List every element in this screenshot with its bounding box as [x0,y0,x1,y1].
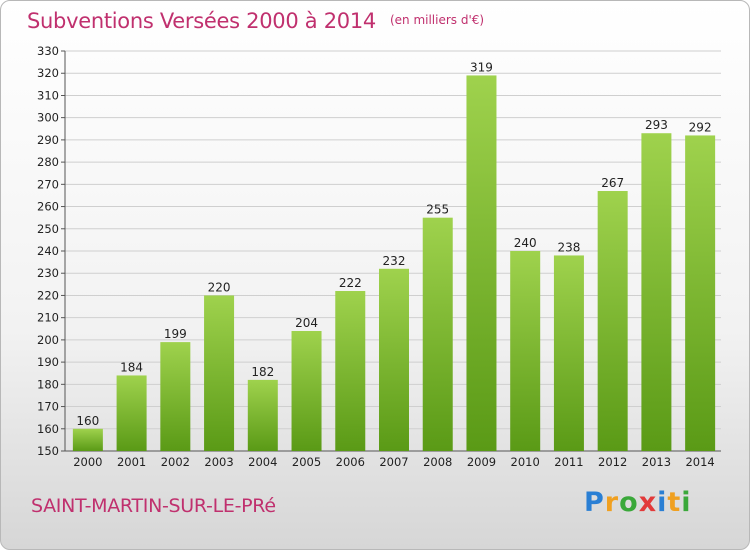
x-tick-label-2001: 2001 [117,455,146,469]
logo-letter: x [638,487,658,518]
y-tick-label: 230 [37,266,59,280]
y-tick-label: 160 [37,422,59,436]
x-tick-label-2002: 2002 [161,455,190,469]
x-tick-label-2014: 2014 [685,455,714,469]
value-label-2013: 293 [645,118,668,132]
value-label-2002: 199 [164,327,187,341]
x-tick-label-2010: 2010 [511,455,540,469]
bar-2009 [466,75,497,451]
y-tick-label: 270 [37,177,59,191]
logo-letter: t [667,487,682,518]
value-label-2003: 220 [208,280,231,294]
y-tick-label: 280 [37,155,59,169]
x-tick-labels: 2000 2001 2002 2003 2004 2005 2006 2007 2008 2009… [73,455,715,469]
logo-letter: o [619,487,639,518]
x-tick-label-2013: 2013 [642,455,671,469]
x-tick-label-2000: 2000 [73,455,102,469]
bar-2002 [160,342,191,451]
y-tick-labels: 150 160 170 180 190 200 210 220 230 240 250 260 270 2… [37,44,59,458]
value-label-2007: 232 [383,254,406,268]
value-label-2010: 240 [514,236,537,250]
x-tick-label-2007: 2007 [379,455,408,469]
value-label-2014: 292 [689,120,712,134]
bar-2005 [291,331,322,451]
bar-2014 [685,135,716,451]
value-label-2004: 182 [251,365,274,379]
y-tick-label: 330 [37,44,59,58]
value-labels: 160 184 199 220 182 204 222 232 255 319 240 238 267 2… [76,60,711,427]
value-label-2006: 222 [339,276,362,290]
y-tick-label: 300 [37,111,59,125]
y-tick-label: 290 [37,133,59,147]
x-tick-label-2011: 2011 [554,455,583,469]
value-label-2012: 267 [601,176,624,190]
y-tick-label: 150 [37,444,59,458]
chart-title: Subventions Versées 2000 à 2014 [27,9,376,33]
proxiti-logo[interactable]: Proxiti [584,487,692,518]
y-tick-label: 200 [37,333,59,347]
bar-2000 [72,428,103,451]
x-tick-label-2008: 2008 [423,455,452,469]
y-tick-label: 240 [37,244,59,258]
y-tick-label: 190 [37,355,59,369]
y-tick-label: 170 [37,400,59,414]
x-tick-label-2003: 2003 [204,455,233,469]
bar-2007 [379,268,409,451]
x-tick-label-2004: 2004 [248,455,277,469]
bar-2006 [335,291,366,451]
y-tick-label: 210 [37,311,59,325]
y-tick-label: 310 [37,88,59,102]
value-label-2008: 255 [426,203,449,217]
bar-2012 [597,191,628,451]
bars [72,75,716,451]
value-label-2005: 204 [295,316,318,330]
x-tick-label-2012: 2012 [598,455,627,469]
x-tick-label-2006: 2006 [336,455,365,469]
logo-letter: i [681,487,692,518]
logo-letter: i [657,487,668,518]
bar-2004 [247,379,278,451]
title-row: Subventions Versées 2000 à 2014 (en milli… [27,9,484,33]
value-label-2011: 238 [557,240,580,254]
bar-2003 [204,295,235,451]
bar-2008 [422,217,453,451]
y-tick-label: 320 [37,66,59,80]
value-label-2001: 184 [120,360,143,374]
logo-letter: P [584,487,605,518]
y-tick-label: 250 [37,222,59,236]
y-tick-label: 220 [37,288,59,302]
x-tick-label-2009: 2009 [467,455,496,469]
value-label-2009: 319 [470,60,493,74]
bar-2011 [553,255,584,451]
chart-subtitle: (en milliers d'€) [389,13,485,27]
bar-2001 [116,375,147,451]
commune-name: SAINT-MARTIN-SUR-LE-PRé [31,495,276,517]
y-tick-label: 260 [37,200,59,214]
bar-2010 [510,251,541,451]
x-tick-label-2005: 2005 [292,455,321,469]
value-label-2000: 160 [76,414,99,428]
logo-letter: r [604,487,620,518]
bar-2013 [641,133,672,451]
y-tick-label: 180 [37,377,59,391]
